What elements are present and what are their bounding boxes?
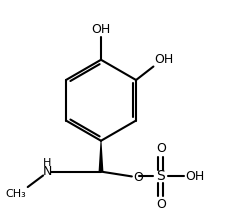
Text: H: H xyxy=(43,158,51,168)
Polygon shape xyxy=(98,141,103,172)
Text: O: O xyxy=(132,171,142,184)
Text: O: O xyxy=(155,198,165,211)
Text: N: N xyxy=(42,165,52,178)
Text: S: S xyxy=(156,169,164,183)
Text: OH: OH xyxy=(184,170,203,183)
Text: OH: OH xyxy=(91,23,110,36)
Text: O: O xyxy=(155,142,165,155)
Text: OH: OH xyxy=(154,53,173,66)
Text: CH₃: CH₃ xyxy=(5,189,26,199)
